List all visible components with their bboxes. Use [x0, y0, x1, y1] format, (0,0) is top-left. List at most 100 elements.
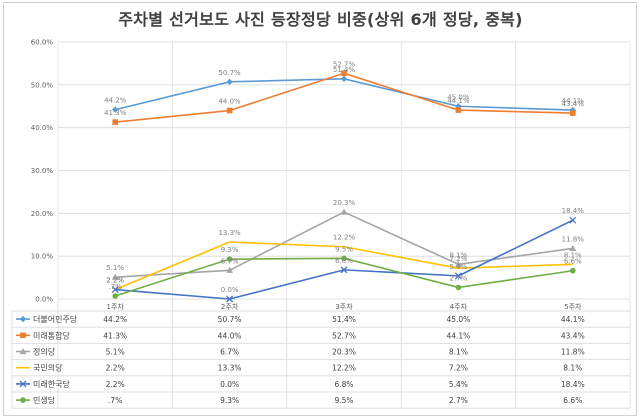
data-label: 6.7%	[221, 257, 239, 265]
data-label: 8.1%	[564, 251, 582, 259]
series-name: 미래통합당	[33, 330, 70, 340]
table-cell: 11.8%	[561, 348, 585, 357]
data-label: .7%	[109, 283, 123, 291]
data-point-marker	[111, 286, 119, 294]
table-cell: 0.0%	[220, 380, 239, 389]
data-label: 44.2%	[104, 97, 127, 105]
data-label: 45.0%	[447, 93, 470, 101]
data-label: 52.7%	[333, 60, 356, 68]
table-cell: 8.1%	[563, 364, 582, 373]
table-cell: .7%	[108, 396, 122, 405]
y-tick-label: 30.0%	[31, 167, 54, 175]
data-table: 더불어민주당 44.2% 50.7% 51.4% 45.0% 44.1% 미래통합당 41.3…	[11, 299, 631, 409]
x-tick-label: 3주차	[335, 302, 353, 311]
table-cell: 13.3%	[218, 364, 242, 373]
table-cell: 12.2%	[332, 364, 356, 373]
data-label: 51.4%	[333, 66, 356, 74]
table-cell: 20.3%	[332, 348, 356, 357]
data-point-marker	[112, 293, 118, 299]
table-cell: 6.7%	[220, 348, 239, 357]
table-cell: 9.3%	[220, 396, 239, 405]
data-label: 20.3%	[333, 199, 356, 207]
x-marker-stroke	[111, 286, 119, 294]
data-point-marker	[340, 75, 348, 83]
x-marker-stroke	[19, 380, 27, 388]
x-marker-stroke	[226, 295, 234, 303]
legend-key-marker	[20, 397, 26, 403]
data-point-marker	[455, 260, 462, 267]
table-cell: 44.2%	[103, 315, 127, 324]
data-label: 41.3%	[104, 109, 127, 117]
table-cell: 44.0%	[218, 331, 242, 340]
data-label: 2.2%	[106, 277, 124, 285]
legend-key-marker	[19, 348, 27, 355]
data-point-marker	[340, 266, 348, 274]
data-label: 13.3%	[218, 229, 241, 237]
y-tick-label: 40.0%	[31, 124, 54, 132]
table-cell: 43.4%	[561, 331, 585, 340]
data-labels: 44.2% 50.7% 51.4% 45.0% 44.1% 41.3% 44.0% 52.7%…	[104, 60, 584, 294]
data-point-marker	[455, 107, 462, 113]
data-point-marker	[569, 244, 577, 252]
series-line-1	[115, 78, 573, 111]
data-label: 11.8%	[562, 235, 585, 243]
series-name: 정의당	[33, 347, 56, 357]
table-cell: 44.1%	[561, 315, 585, 324]
data-label: 0.0%	[221, 286, 239, 294]
data-label: 12.2%	[333, 234, 356, 242]
data-point-marker	[226, 256, 233, 262]
y-tick-label: 60.0%	[31, 39, 54, 47]
table-cell: 44.1%	[446, 331, 470, 340]
y-tick-label: 20.0%	[31, 210, 54, 218]
x-tick-label: 2주차	[221, 302, 239, 311]
data-label: 44.0%	[218, 98, 241, 106]
data-label: 50.7%	[218, 69, 241, 77]
data-label: 7.2%	[450, 255, 468, 263]
table-cell: 9.5%	[334, 396, 353, 405]
table-cell: 8.1%	[449, 348, 468, 357]
table-cell: 2.2%	[106, 364, 125, 373]
data-label: 2.7%	[450, 274, 468, 282]
legend-key-marker	[19, 315, 27, 323]
series-lines	[114, 72, 574, 300]
x-tick-label: 1주차	[107, 302, 125, 311]
x-marker-stroke	[569, 216, 577, 224]
y-tick-label: 0.0%	[35, 296, 53, 304]
data-point-marker	[455, 284, 462, 291]
chart-title: 주차별 선거보도 사진 등장정당 비중(상위 6개 정당, 중복)	[118, 10, 523, 29]
data-point-marker	[226, 78, 233, 86]
x-marker-stroke	[454, 272, 462, 280]
data-point-marker	[111, 273, 119, 280]
data-label: 6.8%	[335, 257, 353, 265]
data-point-marker	[569, 106, 576, 114]
table-cell: 5.1%	[106, 348, 125, 357]
y-tick-label: 10.0%	[31, 253, 54, 261]
table-cell: 45.0%	[446, 315, 470, 324]
table-cell: 51.4%	[332, 315, 356, 324]
data-label: 9.3%	[221, 246, 239, 254]
data-label: 43.4%	[562, 100, 585, 108]
data-point-marker	[569, 216, 577, 224]
x-tick-label: 5주차	[564, 302, 582, 311]
table-cell: 7.2%	[449, 364, 468, 373]
data-point-marker	[226, 266, 233, 273]
data-point-marker	[570, 267, 576, 274]
series-markers	[111, 70, 577, 303]
data-point-marker	[340, 208, 348, 215]
data-label: 44.1%	[447, 97, 470, 105]
data-label: 6.6%	[564, 258, 582, 266]
table-cell: 2.7%	[449, 396, 468, 405]
data-point-marker	[341, 70, 347, 77]
axis-labels: 0.0% 10.0% 20.0% 30.0% 40.0% 50.0% 60.0% 1주차 2주차…	[31, 39, 582, 312]
series-name: 민생당	[33, 395, 56, 405]
data-point-marker	[454, 272, 462, 280]
table-cell: 18.4%	[561, 380, 585, 389]
data-point-marker	[341, 255, 347, 262]
table-cell: 6.8%	[334, 380, 353, 389]
series-name: 미래한국당	[33, 379, 70, 389]
series-name: 국민의당	[33, 363, 63, 373]
data-point-marker	[226, 295, 234, 303]
data-point-marker	[570, 110, 576, 116]
chart-frame	[3, 2, 637, 416]
